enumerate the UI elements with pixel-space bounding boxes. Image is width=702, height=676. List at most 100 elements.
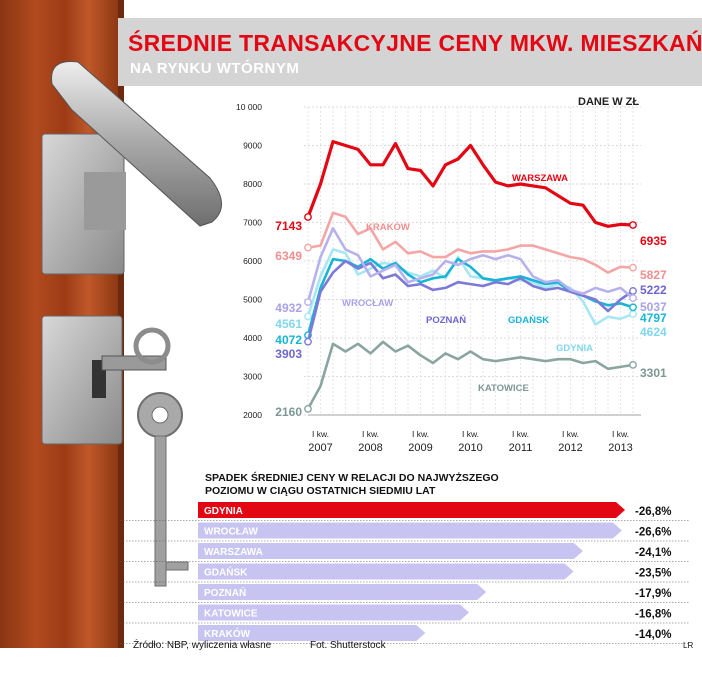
y-tick-label: 7000 [243,218,262,228]
series-end-value: 3301 [640,366,667,380]
series-end-marker [629,294,637,302]
x-tick-year: 2010 [458,442,482,454]
series-line-1 [307,211,634,274]
series-end-value: 6935 [640,234,667,248]
x-tick-top: I kw. [512,429,529,439]
bar-category-label: WARSZAWA [204,547,263,558]
bar-6 [198,625,426,641]
series-start-marker [304,337,312,346]
spare-key-hole [151,406,169,424]
x-tick-year: 2007 [308,442,332,454]
series-start-value: 7143 [275,219,302,233]
series-end-marker [629,303,637,312]
y-tick-label: 5000 [243,295,262,305]
series-end-value: 5827 [640,268,667,282]
x-tick-top: I kw. [412,429,429,439]
series-end-value: 5222 [640,283,667,297]
series-end-value: 4624 [640,325,667,339]
series-line-0 [306,140,634,228]
bar-1 [198,522,622,539]
bar-5 [198,604,470,621]
bar-value-label: -24,1% [635,547,671,559]
bar-value-label: -23,5% [635,568,671,580]
series-name-label: WROCŁAW [342,298,393,309]
spare-key-bit [165,561,189,571]
y-tick-label: 3000 [243,372,262,382]
series-start-marker [304,213,312,221]
series-start-value: 4932 [275,301,302,315]
x-tick-top: I kw. [312,429,329,439]
spare-key-shaft [154,435,167,587]
bar-chart-title: SPADEK ŚREDNIEJ CENY W RELACJI DO NAJWYŻ… [205,472,499,497]
x-tick-year: 2012 [558,442,582,454]
photo-credit: Fot. Shutterstock [310,640,386,651]
series-end-value: 4797 [640,311,667,325]
series-name-label: POZNAŃ [426,315,466,326]
y-tick-label: 8000 [243,179,262,189]
series-start-marker [304,312,312,321]
series-start-marker [304,243,312,252]
series-line-3 [306,259,634,343]
y-tick-label: 4000 [243,333,262,343]
bar-3 [198,563,574,580]
series-start-marker [304,298,312,307]
chart-subtitle: NA RYNKU WTÓRNYM [130,60,300,77]
bar-category-label: WROCŁAW [204,527,258,538]
series-end-marker [629,221,637,229]
series-name-label: GDYNIA [556,343,593,354]
series-start-value: 3903 [275,347,302,361]
x-tick-top: I kw. [462,429,479,439]
handle-neck [84,172,126,230]
bar-value-label: -17,9% [635,588,671,600]
title-band [118,18,702,86]
y-tick-label: 2000 [243,410,262,420]
bar-value-label: -26,6% [635,527,671,539]
series-line-2 [306,227,634,303]
handle-lever [51,60,222,227]
series-start-value: 4561 [275,317,302,331]
bar-value-label: -16,8% [635,609,671,621]
series-start-marker [304,404,312,413]
series-start-value: 4072 [275,333,302,347]
y-tick-label: 6000 [243,256,262,266]
chart-title: ŚREDNIE TRANSAKCYJNE CENY MKW. MIESZKAŃ [128,30,702,56]
lock-plate [41,315,123,445]
x-tick-top: I kw. [562,429,579,439]
x-tick-top: I kw. [612,429,629,439]
bar-2 [198,543,583,559]
key-ring [133,327,171,365]
series-end-marker [629,361,637,369]
bar-value-label: -26,8% [635,506,671,518]
bar-category-label: KRAKÓW [204,627,251,640]
unit-label: DANE W ZŁ [578,96,640,108]
series-end-marker [629,287,637,295]
series-name-label: KATOWICE [478,383,529,394]
x-tick-year: 2008 [358,442,382,454]
bar-value-label: -14,0% [635,629,671,641]
bar-category-label: GDYNIA [204,506,243,517]
bar-4 [198,584,487,600]
series-line-5 [306,248,634,326]
series-start-value: 2160 [275,405,302,419]
bar-category-label: KATOWICE [204,609,258,620]
bar-category-label: GDAŃSK [204,566,248,579]
y-tick-label: 9000 [243,141,262,151]
bar-0 [198,502,625,518]
bar-category-label: POZNAŃ [204,586,246,599]
y-tick-label: 10 000 [236,102,262,112]
series-name-label: WARSZAWA [512,173,568,184]
series-name-label: KRAKÓW [366,221,410,233]
series-start-value: 6349 [275,249,302,263]
x-tick-top: I kw. [362,429,379,439]
author-initials: LR [683,641,694,650]
series-end-marker [629,263,637,272]
source-note: Źródło: NBP, wyliczenia własne [133,640,272,651]
series-name-label: GDAŃSK [508,315,549,326]
x-tick-year: 2009 [408,442,432,454]
series-end-value: 5037 [640,300,667,314]
series-line-6 [306,340,634,410]
